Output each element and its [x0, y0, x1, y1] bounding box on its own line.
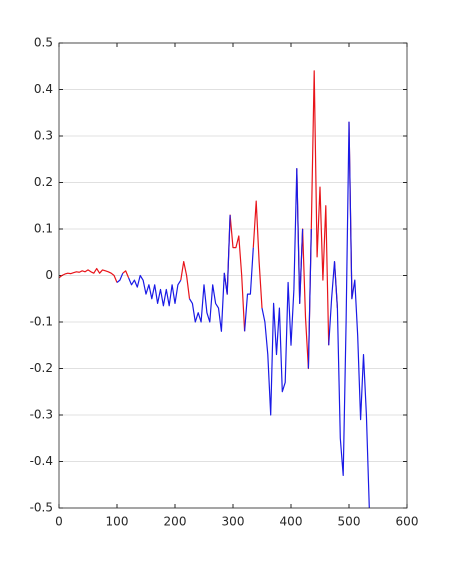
x-tick-label: 100 [106, 515, 129, 529]
y-tick-label: 0.5 [34, 36, 53, 50]
x-tick-label: 500 [338, 515, 361, 529]
y-tick-label: -0.1 [30, 315, 53, 329]
x-tick-label: 0 [55, 515, 63, 529]
y-tick-label: -0.4 [30, 454, 53, 468]
x-tick-label: 400 [280, 515, 303, 529]
x-tick-label: 200 [164, 515, 187, 529]
data-line [116, 121, 370, 508]
y-tick-label: -0.5 [30, 501, 53, 515]
y-tick-label: -0.2 [30, 361, 53, 375]
y-tick-label: 0 [45, 268, 53, 282]
y-tick-label: 0.1 [34, 222, 53, 236]
y-tick-label: -0.3 [30, 408, 53, 422]
x-tick-label: 600 [396, 515, 419, 529]
y-tick-label: 0.3 [34, 129, 53, 143]
axes-box [58, 42, 408, 509]
x-tick-label: 300 [222, 515, 245, 529]
y-tick-label: 0.2 [34, 175, 53, 189]
y-tick-label: 0.4 [34, 82, 53, 96]
